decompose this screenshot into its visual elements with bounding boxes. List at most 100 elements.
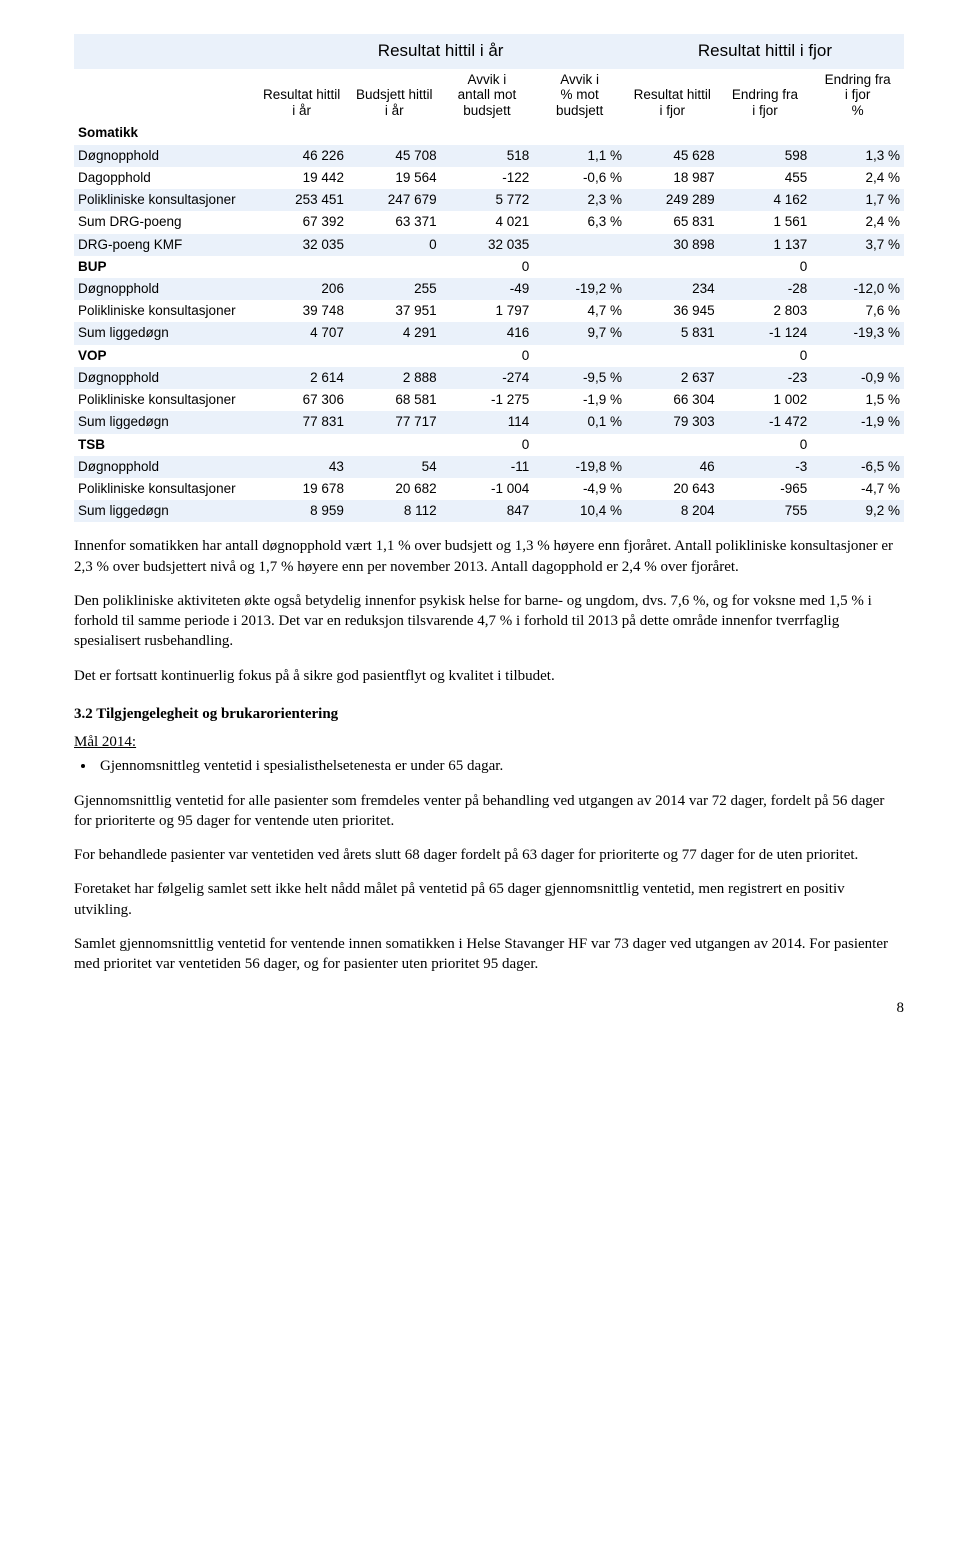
cell: 4 291 — [348, 322, 441, 344]
row-label: Dagopphold — [74, 167, 255, 189]
cell: 20 643 — [626, 478, 719, 500]
section-heading: 3.2 Tilgjengelegheit og brukarorienterin… — [74, 704, 904, 724]
row-label: DRG-poeng KMF — [74, 234, 255, 256]
row-label: Døgnopphold — [74, 456, 255, 478]
col-header — [74, 69, 255, 123]
cell: -28 — [719, 278, 812, 300]
cell — [626, 345, 719, 367]
cell: 416 — [441, 322, 534, 344]
cell: 32 035 — [255, 234, 348, 256]
cell — [348, 256, 441, 278]
row-label: Sum liggedøgn — [74, 411, 255, 433]
cell: 66 304 — [626, 389, 719, 411]
cell — [348, 434, 441, 456]
cell: -19,3 % — [811, 322, 904, 344]
cell: -274 — [441, 367, 534, 389]
cell: 1 797 — [441, 300, 534, 322]
table-row: TSB 0 0 — [74, 434, 904, 456]
cell: 4 707 — [255, 322, 348, 344]
cell: 0,1 % — [533, 411, 626, 433]
cell: 8 112 — [348, 500, 441, 522]
cell: 253 451 — [255, 189, 348, 211]
cell: 39 748 — [255, 300, 348, 322]
cell: 0 — [441, 345, 534, 367]
cell: 755 — [719, 500, 812, 522]
row-label: Polikliniske konsultasjoner — [74, 300, 255, 322]
cell: -1 472 — [719, 411, 812, 433]
cell: 19 678 — [255, 478, 348, 500]
cell: 19 564 — [348, 167, 441, 189]
col-header: Endring frai fjor — [719, 69, 812, 123]
cell: 0 — [348, 234, 441, 256]
table-row: Polikliniske konsultasjoner19 67820 682-… — [74, 478, 904, 500]
row-label: Somatikk — [74, 122, 255, 144]
cell: 1 137 — [719, 234, 812, 256]
table-row: Døgnopphold4354-11-19,8 %46-3-6,5 % — [74, 456, 904, 478]
cell: 43 — [255, 456, 348, 478]
col-header: Avvik iantall motbudsjett — [441, 69, 534, 123]
cell: 45 708 — [348, 145, 441, 167]
cell: 9,7 % — [533, 322, 626, 344]
cell — [255, 434, 348, 456]
goal-bullet: Gjennomsnittleg ventetid i spesialisthel… — [96, 756, 904, 776]
cell: 67 306 — [255, 389, 348, 411]
table-row: Døgnopphold2 6142 888-274-9,5 %2 637-23-… — [74, 367, 904, 389]
paragraph: Gjennomsnittlig ventetid for alle pasien… — [74, 791, 904, 832]
cell: 0 — [441, 434, 534, 456]
cell: 2 803 — [719, 300, 812, 322]
col-header: Budsjett hittili år — [348, 69, 441, 123]
paragraph: Samlet gjennomsnittlig ventetid for vent… — [74, 934, 904, 975]
cell: 2,4 % — [811, 167, 904, 189]
cell — [255, 345, 348, 367]
cell: 7,6 % — [811, 300, 904, 322]
paragraph: Innenfor somatikken har antall døgnoppho… — [74, 536, 904, 577]
cell: 2 888 — [348, 367, 441, 389]
cell: 249 289 — [626, 189, 719, 211]
group-header-lastyear: Resultat hittil i fjor — [626, 34, 904, 69]
cell: -49 — [441, 278, 534, 300]
row-label: Polikliniske konsultasjoner — [74, 189, 255, 211]
table-row: Polikliniske konsultasjoner253 451247 67… — [74, 189, 904, 211]
cell: 18 987 — [626, 167, 719, 189]
cell: 0 — [719, 434, 812, 456]
cell: 54 — [348, 456, 441, 478]
cell: 10,4 % — [533, 500, 626, 522]
cell: 8 204 — [626, 500, 719, 522]
row-label: Sum liggedøgn — [74, 500, 255, 522]
table-row: Somatikk — [74, 122, 904, 144]
cell: -0,9 % — [811, 367, 904, 389]
cell: 247 679 — [348, 189, 441, 211]
row-label: Døgnopphold — [74, 278, 255, 300]
row-label: TSB — [74, 434, 255, 456]
cell: 2,4 % — [811, 211, 904, 233]
cell — [626, 122, 719, 144]
cell — [533, 256, 626, 278]
cell: -19,8 % — [533, 456, 626, 478]
table-row: DRG-poeng KMF32 035032 03530 8981 1373,7… — [74, 234, 904, 256]
cell: 20 682 — [348, 478, 441, 500]
cell: 30 898 — [626, 234, 719, 256]
cell — [533, 434, 626, 456]
cell — [811, 434, 904, 456]
group-header-ytd: Resultat hittil i år — [255, 34, 626, 69]
goal-list: Gjennomsnittleg ventetid i spesialisthel… — [74, 756, 904, 776]
cell — [533, 122, 626, 144]
results-table: Resultat hittil i år Resultat hittil i f… — [74, 34, 904, 522]
cell — [626, 256, 719, 278]
col-header: Avvik i% motbudsjett — [533, 69, 626, 123]
cell: 234 — [626, 278, 719, 300]
col-header: Resultat hittili år — [255, 69, 348, 123]
cell — [255, 256, 348, 278]
paragraph: Den polikliniske aktiviteten økte også b… — [74, 591, 904, 652]
col-header: Endring frai fjor% — [811, 69, 904, 123]
cell: 1 561 — [719, 211, 812, 233]
cell: -3 — [719, 456, 812, 478]
cell: 46 — [626, 456, 719, 478]
cell: -1,9 % — [811, 411, 904, 433]
cell: 598 — [719, 145, 812, 167]
cell: -6,5 % — [811, 456, 904, 478]
cell: 2 614 — [255, 367, 348, 389]
cell: 1,1 % — [533, 145, 626, 167]
page-number: 8 — [74, 998, 904, 1018]
cell: 36 945 — [626, 300, 719, 322]
